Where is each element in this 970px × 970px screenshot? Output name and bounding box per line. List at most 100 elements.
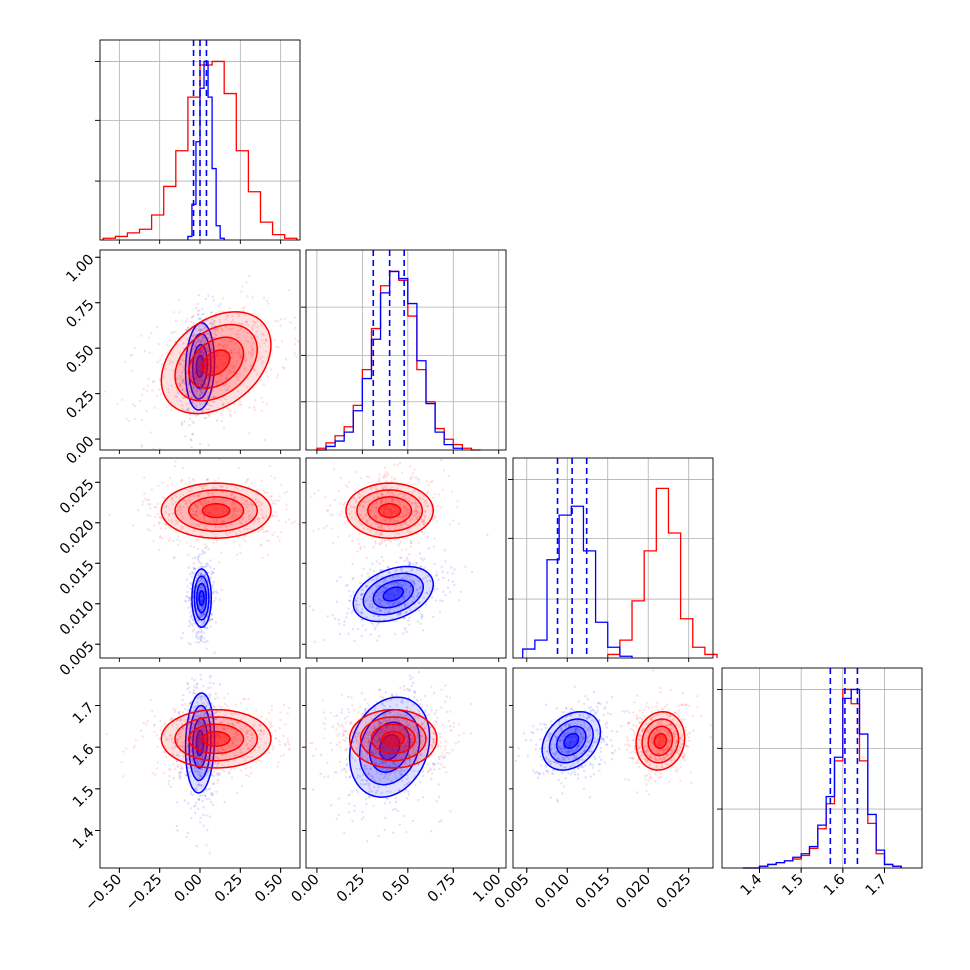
- sample-point: [192, 385, 195, 389]
- sample-point: [415, 518, 418, 521]
- sample-point: [188, 724, 191, 727]
- sample-point: [233, 497, 236, 500]
- sample-point: [234, 486, 238, 489]
- sample-point: [179, 508, 183, 511]
- sample-point: [161, 496, 165, 499]
- sample-point: [356, 550, 359, 553]
- sample-point: [196, 773, 200, 777]
- sample-point: [207, 770, 210, 774]
- sample-point: [271, 533, 274, 537]
- sample-point: [233, 768, 236, 771]
- sample-point: [182, 727, 185, 731]
- sample-point: [326, 509, 329, 512]
- sample-point: [202, 824, 205, 827]
- sample-point: [284, 358, 288, 361]
- sample-point: [414, 509, 418, 512]
- sample-point: [147, 336, 151, 339]
- sample-point: [366, 527, 369, 531]
- sample-point: [197, 365, 200, 369]
- sample-point: [222, 402, 225, 405]
- sample-point: [215, 381, 218, 384]
- sample-point: [245, 320, 248, 324]
- sample-point: [379, 532, 382, 535]
- sample-point: [437, 493, 440, 496]
- sample-point: [177, 771, 181, 774]
- sample-point: [229, 351, 233, 354]
- sample-point: [193, 805, 196, 808]
- sample-point: [209, 801, 213, 804]
- density-fill: [202, 350, 230, 376]
- sample-point: [190, 758, 193, 761]
- sample-point: [199, 356, 202, 359]
- sample-point: [351, 609, 355, 612]
- sample-point: [322, 711, 325, 714]
- sample-point: [227, 722, 230, 725]
- sample-point: [380, 600, 383, 603]
- sample-point: [225, 486, 229, 489]
- sample-point: [196, 701, 199, 704]
- sample-point: [395, 560, 398, 564]
- sample-point: [393, 527, 397, 531]
- sample-point: [379, 569, 383, 572]
- sample-point: [486, 533, 489, 536]
- sample-point: [184, 702, 187, 706]
- sample-point: [360, 593, 363, 597]
- sample-point: [199, 565, 202, 568]
- sample-point: [260, 396, 263, 399]
- sample-point: [348, 589, 351, 593]
- sample-point: [195, 376, 198, 379]
- sample-point: [201, 622, 204, 625]
- sample-point: [200, 565, 204, 568]
- sample-point: [239, 769, 242, 772]
- sample-point: [446, 586, 450, 589]
- sample-point: [392, 505, 395, 508]
- sample-point: [202, 579, 205, 583]
- sample-point: [186, 595, 189, 599]
- sample-point: [359, 547, 362, 551]
- sample-point: [168, 537, 172, 540]
- sample-point: [180, 371, 184, 374]
- sample-point: [242, 698, 245, 701]
- sample-point: [277, 346, 280, 349]
- sample-point: [214, 621, 218, 624]
- sample-point: [216, 732, 219, 736]
- sample-point: [86, 766, 88, 768]
- sample-point: [253, 498, 257, 502]
- sample-point: [375, 518, 378, 521]
- sample-point: [244, 767, 248, 770]
- sample-point: [190, 517, 193, 521]
- sample-point: [199, 358, 202, 361]
- sample-point: [383, 579, 386, 582]
- sample-point: [396, 809, 399, 812]
- sample-point: [221, 310, 225, 313]
- sample-point: [192, 691, 196, 694]
- sample-point: [176, 520, 179, 523]
- sample-point: [408, 561, 412, 564]
- sample-point: [198, 773, 202, 776]
- sample-point: [353, 639, 356, 643]
- panel-content: [309, 659, 473, 843]
- sample-point: [196, 309, 199, 312]
- sample-point: [211, 618, 214, 621]
- sample-point: [189, 486, 192, 490]
- sample-point: [343, 501, 347, 505]
- sample-point: [170, 717, 174, 720]
- sample-point: [125, 417, 128, 420]
- sample-point: [192, 509, 195, 513]
- sample-point: [208, 852, 211, 855]
- sample-point: [167, 513, 171, 516]
- pair-panel-1-3: [96, 457, 301, 662]
- sample-point: [388, 517, 392, 521]
- sample-point: [443, 549, 446, 552]
- sample-point: [172, 763, 175, 766]
- sample-point: [391, 808, 394, 811]
- sample-point: [409, 659, 411, 661]
- sample-point: [344, 584, 348, 587]
- sample-point: [185, 835, 188, 839]
- sample-point: [199, 363, 203, 367]
- sample-point: [212, 322, 215, 325]
- sample-point: [448, 725, 452, 728]
- sample-point: [172, 556, 175, 559]
- sample-point: [178, 710, 181, 714]
- sample-point: [396, 583, 399, 587]
